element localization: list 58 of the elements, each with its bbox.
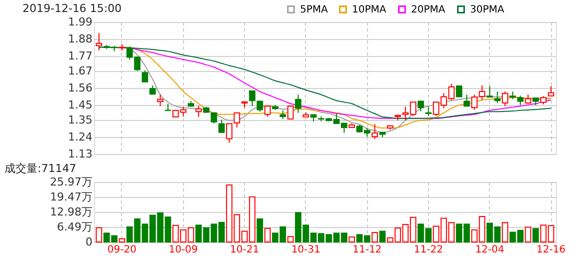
candlestick — [548, 86, 554, 96]
candlestick — [234, 112, 240, 128]
y-tick-label: 1.13 — [68, 148, 92, 160]
candlestick — [264, 105, 271, 118]
bar — [502, 222, 508, 242]
bar — [524, 226, 532, 242]
y-tick-label: 1.99 — [68, 16, 92, 28]
candlestick — [418, 100, 424, 112]
candlestick — [464, 94, 470, 107]
candlestick — [494, 91, 501, 104]
candlestick — [372, 124, 378, 140]
y-tick-label: 25.97万 — [50, 176, 92, 188]
x-tick-label: 12-16 — [536, 244, 566, 256]
y-tick-label: 1.67 — [68, 64, 92, 78]
legend-label: 20PMA — [411, 4, 446, 16]
candlestick — [226, 123, 232, 144]
candlestick — [142, 70, 148, 83]
bar — [118, 238, 126, 242]
candlestick — [295, 94, 302, 114]
bar — [256, 218, 264, 242]
bar — [379, 230, 386, 242]
x-tick-label: 09-20 — [107, 244, 136, 256]
candlestick — [425, 106, 432, 116]
x-tick-label: 12-04 — [475, 244, 504, 256]
candlestick — [287, 105, 294, 120]
candlestick — [195, 105, 202, 118]
y-tick-label: 12.98万 — [50, 206, 92, 219]
bar — [348, 236, 355, 242]
y-tick-label: 1.88 — [68, 32, 92, 46]
legend-label: 10PMA — [352, 4, 386, 16]
candlestick — [218, 119, 225, 134]
legend-label: 5PMA — [300, 4, 328, 16]
bar — [96, 227, 102, 242]
x-tick-label: 10-09 — [168, 244, 198, 256]
bar — [372, 232, 378, 242]
y-tick-label: 1.35 — [68, 114, 92, 127]
bar — [532, 228, 539, 242]
candlestick — [502, 91, 508, 107]
y-tick-label: 6.49万 — [57, 220, 92, 234]
x-tick-label: 10-21 — [230, 244, 260, 256]
x-tick-label: 10-31 — [291, 244, 320, 256]
y-tick-label: 1.77 — [68, 49, 92, 62]
y-tick-label: 1.56 — [68, 82, 92, 94]
candlestick — [96, 32, 102, 51]
chart-title: 2019-12-16 15:00 — [22, 2, 122, 15]
y-tick-label: 1.45 — [68, 98, 92, 112]
y-tick-label: 0 — [86, 236, 92, 248]
chart-title: 成交量:71147 — [4, 162, 76, 175]
candlestick — [157, 94, 164, 107]
x-tick-label: 11-12 — [352, 244, 382, 256]
y-tick-label: 1.24 — [68, 130, 92, 144]
x-tick-label: 11-22 — [414, 244, 443, 256]
candlestick — [164, 103, 172, 112]
bar — [287, 236, 294, 242]
bar — [264, 228, 271, 242]
y-tick-label: 19.47万 — [50, 190, 92, 204]
candlestick — [486, 86, 493, 98]
legend-label: 30PMA — [470, 4, 504, 16]
